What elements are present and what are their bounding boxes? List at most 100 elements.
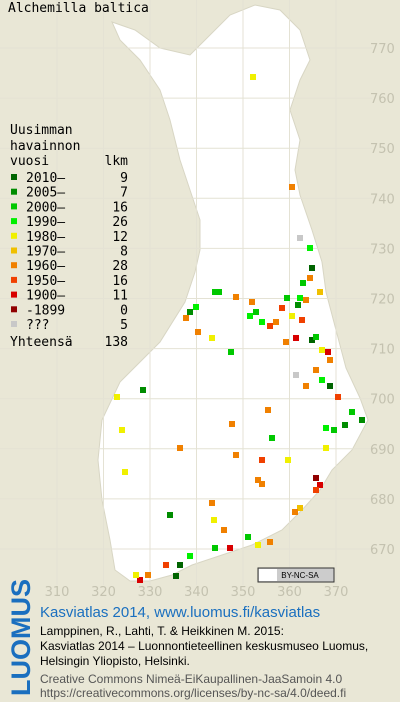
citation: Helsingin Yliopisto, Helsinki. <box>40 654 190 668</box>
observation <box>216 289 222 295</box>
legend-count: 28 <box>112 259 128 274</box>
observation <box>273 319 279 325</box>
observation <box>183 315 189 321</box>
grid-label: 760 <box>370 92 395 107</box>
observation <box>173 573 179 579</box>
observation <box>303 383 309 389</box>
observation <box>249 299 255 305</box>
legend-swatch <box>11 218 17 225</box>
observation <box>317 289 323 295</box>
observation <box>309 337 315 343</box>
observation <box>297 505 303 511</box>
legend-count: 8 <box>120 245 128 260</box>
grid-label: 690 <box>370 443 395 458</box>
observation <box>122 469 128 475</box>
observation <box>313 367 319 373</box>
legend-swatch <box>11 188 17 195</box>
legend-label: 1970– <box>26 245 65 260</box>
logo: LUOMUS <box>6 579 36 696</box>
observation <box>309 265 315 271</box>
observation <box>163 562 169 568</box>
legend-swatch <box>11 247 17 254</box>
legend-count: 16 <box>112 200 128 215</box>
observation <box>285 457 291 463</box>
observation <box>267 539 273 545</box>
grid-label: 330 <box>138 585 163 600</box>
legend-swatch <box>11 174 17 180</box>
observation <box>255 542 261 548</box>
observation <box>307 275 313 281</box>
observation <box>133 572 139 578</box>
observation <box>137 577 143 583</box>
legend-swatch <box>11 262 17 269</box>
citation: Lamppinen, R., Lahti, T. & Heikkinen M. … <box>40 624 284 638</box>
license: https://creativecommons.org/licenses/by-… <box>40 686 346 700</box>
observation <box>221 527 227 533</box>
legend-label: 1900– <box>26 289 65 304</box>
link[interactable]: Kasviatlas 2014, www.luomus.fi/kasviatla… <box>40 604 320 621</box>
observation <box>265 407 271 413</box>
observation <box>211 517 217 523</box>
legend-label: ??? <box>26 318 49 333</box>
observation <box>247 313 253 319</box>
observation <box>295 302 301 308</box>
grid-label: 370 <box>324 585 349 600</box>
grid-label: 730 <box>370 242 395 257</box>
observation <box>145 572 151 578</box>
observation <box>342 422 348 428</box>
legend-count: 0 <box>120 303 128 318</box>
observation <box>209 335 215 341</box>
observation <box>297 235 303 241</box>
legend-swatch <box>11 203 17 210</box>
observation <box>177 562 183 568</box>
legend-label: 2010– <box>26 171 65 186</box>
observation <box>209 500 215 506</box>
legend-label: 1990– <box>26 215 65 230</box>
observation <box>313 475 319 481</box>
grid-label: 310 <box>45 585 70 600</box>
legend-count: 26 <box>112 215 128 230</box>
legend-label: 2005– <box>26 186 65 201</box>
observation <box>177 445 183 451</box>
observation <box>119 427 125 433</box>
observation <box>327 357 333 363</box>
observation <box>195 329 201 335</box>
legend-count: 7 <box>120 186 128 201</box>
grid-label: 710 <box>370 343 395 358</box>
legend-swatch <box>11 276 17 283</box>
observation <box>284 295 290 301</box>
grid-label: 750 <box>370 142 395 157</box>
legend-swatch <box>11 291 17 298</box>
observation <box>359 417 365 423</box>
observation <box>289 313 295 319</box>
title: Alchemilla baltica <box>8 1 149 16</box>
observation <box>245 534 251 540</box>
observation <box>303 297 309 303</box>
observation <box>331 427 337 433</box>
observation <box>327 383 333 389</box>
legend-label: 1980– <box>26 230 65 245</box>
observation <box>227 545 233 551</box>
observation <box>233 294 239 300</box>
citation: Kasviatlas 2014 – Luonnontieteellinen ke… <box>40 639 368 653</box>
legend-column: lkm <box>105 154 129 169</box>
legend-swatch <box>11 306 17 313</box>
legend-label: 1960– <box>26 259 65 274</box>
observation <box>229 421 235 427</box>
observation <box>259 319 265 325</box>
license-badge: BY-NC-SA <box>257 567 335 583</box>
observation <box>187 553 193 559</box>
legend-count: 16 <box>112 274 128 289</box>
observation <box>279 305 285 311</box>
legend-column: vuosi <box>10 154 49 169</box>
badge-cc <box>259 569 277 581</box>
observation <box>313 334 319 340</box>
legend-count: 11 <box>112 289 128 304</box>
observation <box>250 74 256 80</box>
legend-heading: Uusimman <box>10 123 73 138</box>
legend-label: -1899 <box>26 303 65 318</box>
legend-total-count: 138 <box>105 335 128 350</box>
observation <box>269 435 275 441</box>
legend-heading: havainnon <box>10 139 80 154</box>
observation <box>212 545 218 551</box>
